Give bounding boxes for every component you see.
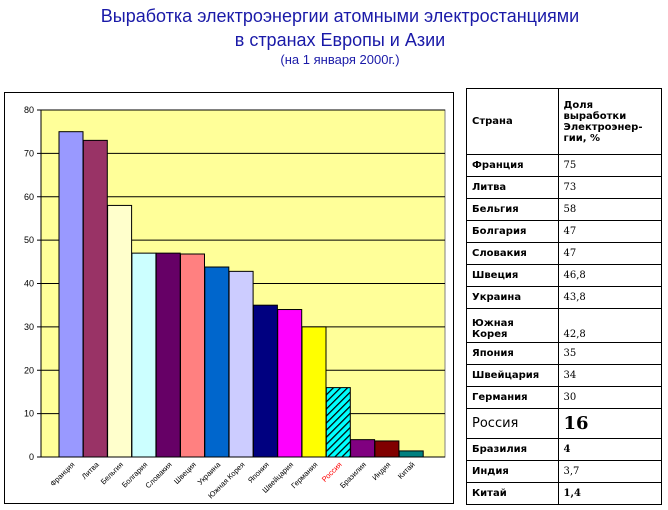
table-cell-country: Япония	[466, 342, 559, 365]
table-cell-country: Литва	[466, 176, 559, 199]
bar	[58, 131, 84, 458]
table-cell-country: Франция	[466, 154, 559, 177]
table-cell-country: Болгария	[466, 220, 559, 243]
table-cell-country: Германия	[466, 386, 559, 409]
bar	[350, 439, 376, 458]
x-tick-label: Китай	[396, 460, 417, 481]
bar	[107, 204, 133, 458]
y-tick-label: 0	[29, 452, 34, 462]
x-tick-label: Франция	[48, 460, 76, 488]
table-row: Литва 73	[466, 176, 662, 199]
table-cell-value: 73	[557, 176, 662, 199]
y-tick-label: 80	[24, 105, 34, 115]
y-tick-label: 40	[24, 279, 34, 289]
table-cell-country: Швеция	[466, 264, 559, 287]
table-row: Россия 16	[466, 408, 662, 439]
table-row: Швейцария 34	[466, 364, 662, 387]
title-date: (на 1 января 2000г.)	[280, 52, 400, 67]
table-row: Германия 30	[466, 386, 662, 409]
x-tick-label: Германия	[289, 460, 319, 490]
table-cell-country: Бельгия	[466, 198, 559, 221]
table-row: Южная Корея 42,8	[466, 308, 662, 343]
table-cell-country: Южная Корея	[466, 308, 559, 343]
bar	[374, 440, 400, 458]
header-country: Страна	[466, 88, 559, 155]
table-cell-value: 42,8	[557, 308, 662, 343]
table-row: Болгария 47	[466, 220, 662, 243]
x-tick-label: Индия	[370, 460, 392, 482]
title-line-1: Выработка электроэнергии атомными электр…	[100, 6, 580, 26]
bar	[155, 252, 181, 458]
bar	[131, 252, 157, 458]
table-cell-value: 3,7	[557, 460, 662, 483]
chart-title: Выработка электроэнергии атомными электр…	[60, 4, 620, 68]
table-cell-value: 16	[557, 408, 662, 439]
table-row: Индия 3,7	[466, 460, 662, 483]
y-tick-label: 70	[24, 148, 34, 158]
table-cell-value: 43,8	[557, 286, 662, 309]
bar	[252, 304, 278, 458]
y-tick-label: 50	[24, 235, 34, 245]
table-cell-value: 4	[557, 438, 662, 461]
table-cell-value: 35	[557, 342, 662, 365]
table-row: Бельгия 58	[466, 198, 662, 221]
x-tick-label: Бразилия	[338, 460, 368, 490]
bar	[398, 450, 424, 458]
bar-chart: 0 10 20 30 40 50 60 70 80 Франция Литва Бельгия Болг…	[4, 92, 454, 504]
header-share: Доля выработки Электроэнер-гии, %	[557, 88, 662, 155]
table-cell-country: Швейцария	[466, 364, 559, 387]
title-line-2: в странах Европы и Азии	[234, 30, 446, 50]
table-cell-value: 58	[557, 198, 662, 221]
table-cell-value: 34	[557, 364, 662, 387]
table-cell-country: Украина	[466, 286, 559, 309]
table-header-row: Страна Доля выработки Электроэнер-гии, %	[466, 88, 662, 155]
bar	[204, 266, 230, 458]
bar	[180, 253, 205, 458]
bar	[277, 309, 303, 458]
table-cell-value: 75	[557, 154, 662, 177]
table-row: Словакия 47	[466, 242, 662, 265]
y-tick-label: 20	[24, 365, 34, 375]
x-tick-label: Словакия	[143, 460, 173, 490]
table-cell-country: Бразилия	[466, 438, 559, 461]
y-tick-label: 30	[24, 322, 34, 332]
table-row: Украина 43,8	[466, 286, 662, 309]
table-cell-value: 1,4	[557, 482, 662, 505]
y-tick-label: 60	[24, 192, 34, 202]
data-table: Страна Доля выработки Электроэнер-гии, %…	[466, 88, 662, 505]
bar	[325, 387, 351, 458]
table-row: Япония 35	[466, 342, 662, 365]
table-cell-value: 47	[557, 242, 662, 265]
bar	[301, 326, 327, 458]
table-cell-country: Россия	[466, 408, 559, 439]
y-tick-label: 10	[24, 409, 34, 419]
table-cell-value: 46,8	[557, 264, 662, 287]
table-row: Франция 75	[466, 154, 662, 177]
bar	[82, 139, 108, 458]
table-cell-country: Словакия	[466, 242, 559, 265]
table-cell-country: Индия	[466, 460, 559, 483]
table-row: Швеция 46,8	[466, 264, 662, 287]
table-row: Китай 1,4	[466, 482, 662, 505]
table-row: Бразилия 4	[466, 438, 662, 461]
table-cell-country: Китай	[466, 482, 559, 505]
bar	[228, 270, 254, 458]
x-tick-label: Швеция	[172, 460, 198, 486]
x-tick-label: Литва	[80, 459, 102, 481]
table-cell-value: 30	[557, 386, 662, 409]
table-cell-value: 47	[557, 220, 662, 243]
